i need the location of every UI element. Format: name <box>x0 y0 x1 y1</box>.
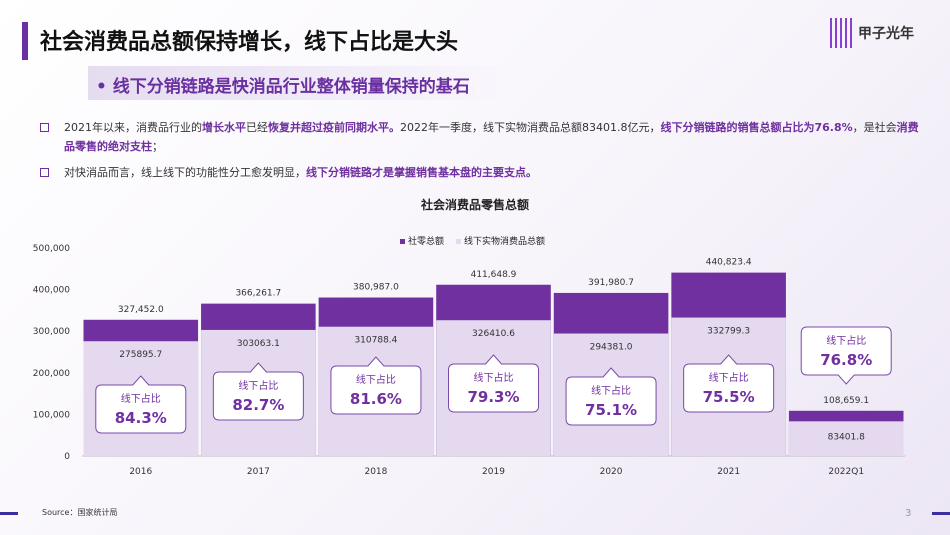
legend-item: 社零总额 <box>400 234 444 247</box>
x-tick-label: 2017 <box>247 467 270 477</box>
logo: 甲子光年 <box>830 18 914 48</box>
x-tick-label: 2016 <box>129 467 152 477</box>
bullet-segment: 增长水平 <box>202 121 246 134</box>
x-tick-label: 2022Q1 <box>828 467 864 477</box>
corner-accent <box>0 512 18 515</box>
y-tick-label: 200,000 <box>33 369 70 379</box>
source-note: Source：国家统计局 <box>42 508 118 517</box>
bullet-segment: 线下分销链路才是掌握销售基本盘的主要支点。 <box>306 166 537 179</box>
y-tick-label: 300,000 <box>33 327 70 337</box>
y-tick-label: 0 <box>64 452 70 462</box>
chart-title: 社会消费品零售总额 <box>420 198 529 212</box>
chart-legend: 社零总额 线下实物消费品总额 <box>400 234 545 247</box>
ratio-callout-label: 线下占比 <box>474 371 514 384</box>
ratio-callout-value: 84.3% <box>115 409 167 427</box>
ratio-callout-value: 82.7% <box>232 396 284 414</box>
data-label-offline: 326410.6 <box>472 329 515 339</box>
ratio-callout-value: 79.3% <box>467 388 519 406</box>
data-label-total: 391,980.7 <box>588 278 634 288</box>
x-tick-label: 2018 <box>364 467 387 477</box>
data-label-total: 440,823.4 <box>706 258 752 268</box>
bullet-segment: 恢复并超过疫前同期水平。 <box>268 121 400 134</box>
ratio-callout <box>212 362 304 421</box>
ratio-callout-label: 线下占比 <box>238 379 278 392</box>
ratio-callout-value: 81.6% <box>350 390 402 408</box>
y-tick-label: 400,000 <box>33 286 70 296</box>
bullet-text: 2021年以来，消费品行业的增长水平已经恢复并超过疫前同期水平。2022年一季度… <box>64 118 920 156</box>
corner-accent <box>932 512 950 515</box>
data-label-offline: 83401.8 <box>828 432 865 442</box>
bullet-1: 2021年以来，消费品行业的增长水平已经恢复并超过疫前同期水平。2022年一季度… <box>40 118 920 156</box>
square-bullet-icon <box>40 168 49 177</box>
x-tick-label: 2021 <box>717 467 740 477</box>
ratio-callout <box>95 375 187 434</box>
title-accent <box>22 22 28 60</box>
data-label-offline: 310788.4 <box>354 336 397 346</box>
data-label-offline: 275895.7 <box>119 350 162 360</box>
logo-text: 甲子光年 <box>858 26 914 42</box>
x-tick-label: 2020 <box>600 467 623 477</box>
data-label-offline: 332799.3 <box>707 327 750 337</box>
ratio-callout <box>800 326 892 385</box>
bullet-segment: 线下分销链路的销售总额占比为76.8% <box>660 121 853 134</box>
bullet-text: 对快消品而言，线上线下的功能性分工愈发明显，线下分销链路才是掌握销售基本盘的主要… <box>64 163 920 182</box>
square-bullet-icon <box>40 123 49 132</box>
data-label-total: 327,452.0 <box>118 305 164 315</box>
page-number: 3 <box>905 508 912 519</box>
data-label-offline: 294381.0 <box>590 343 633 353</box>
bullet-segment: ，是社会 <box>852 121 897 134</box>
data-label-total: 380,987.0 <box>353 283 399 293</box>
data-label-total: 108,659.1 <box>823 396 869 406</box>
data-label-total: 411,648.9 <box>471 270 517 280</box>
ratio-callout-value: 76.8% <box>820 351 872 369</box>
bullet-segment: 2022年一季度，线下实物消费品总额83401.8亿元， <box>400 121 661 134</box>
ratio-callout-value: 75.5% <box>703 388 755 406</box>
ratio-callout <box>565 367 657 426</box>
legend-item: 线下实物消费品总额 <box>456 234 545 247</box>
ratio-callout-label: 线下占比 <box>591 384 631 397</box>
page-subtitle: • 线下分销链路是快消品行业整体销量保持的基石 <box>96 77 470 97</box>
ratio-callout-value: 75.1% <box>585 401 637 419</box>
ratio-callout <box>683 354 775 413</box>
bullet-segment: 已经 <box>246 121 268 134</box>
ratio-callout-label: 线下占比 <box>356 373 396 386</box>
data-label-total: 366,261.7 <box>235 289 281 299</box>
bullet-segment: 2021年以来，消费品行业的 <box>64 121 202 134</box>
ratio-callout <box>330 356 422 415</box>
y-tick-label: 100,000 <box>33 410 70 420</box>
subtitle-band <box>88 66 508 100</box>
bullet-segment: 对快消品而言，线上线下的功能性分工愈发明显， <box>64 166 306 179</box>
ratio-callout <box>448 354 539 413</box>
bullet-segment: 消费品零售的绝对支柱 <box>64 121 919 153</box>
ratio-callout-label: 线下占比 <box>826 334 866 347</box>
bullet-segment: ； <box>152 140 163 153</box>
ratio-callout-label: 线下占比 <box>121 392 161 405</box>
bullet-2: 对快消品而言，线上线下的功能性分工愈发明显，线下分销链路才是掌握销售基本盘的主要… <box>40 163 920 182</box>
ratio-callout-label: 线下占比 <box>709 371 749 384</box>
y-tick-label: 500,000 <box>33 244 70 254</box>
bar-offline <box>788 421 904 456</box>
x-tick-label: 2019 <box>482 467 505 477</box>
data-label-offline: 303063.1 <box>237 339 280 349</box>
page-title: 社会消费品总额保持增长，线下占比是大头 <box>40 30 459 55</box>
logo-icon <box>830 18 852 48</box>
